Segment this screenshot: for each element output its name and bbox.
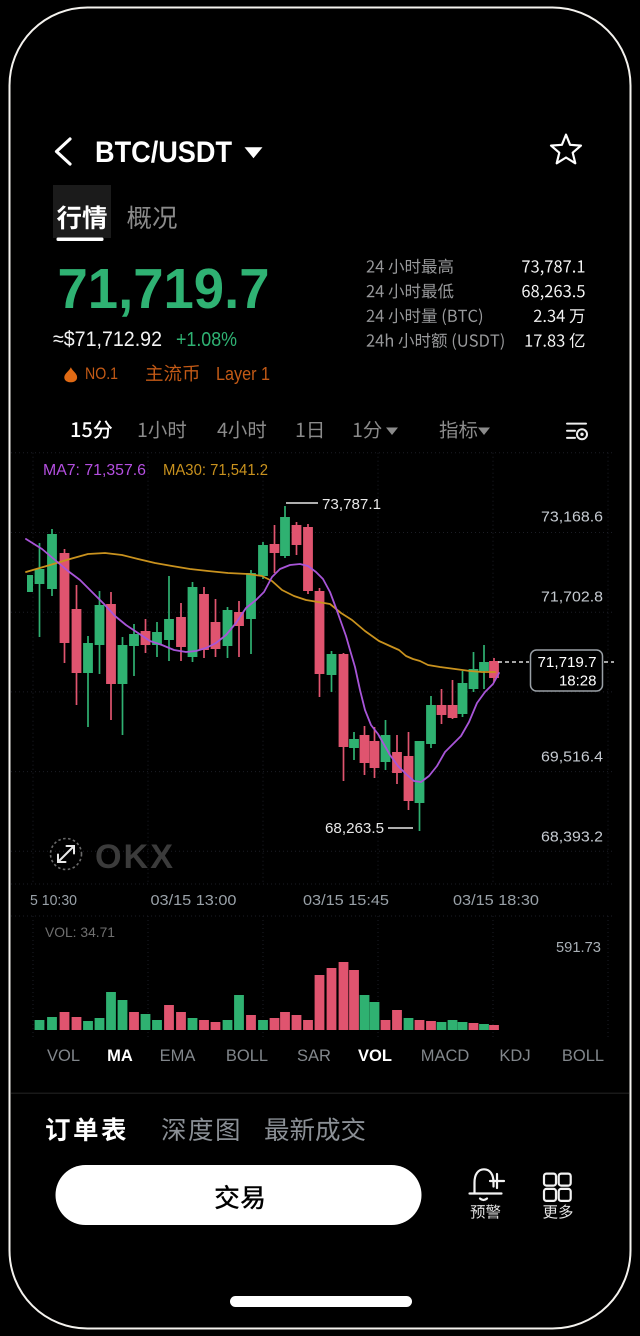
svg-text:KDJ: KDJ xyxy=(499,1047,530,1065)
svg-text:≈$71,712.92: ≈$71,712.92 xyxy=(53,327,162,351)
svg-text:OKX: OKX xyxy=(95,838,175,876)
svg-text:+1.08%: +1.08% xyxy=(176,329,237,351)
svg-text:03/15 13:00: 03/15 13:00 xyxy=(151,892,237,909)
svg-text:71,719.7: 71,719.7 xyxy=(538,654,597,671)
svg-text:Layer 1: Layer 1 xyxy=(216,364,270,384)
svg-text:BTC/USDT: BTC/USDT xyxy=(95,136,232,169)
svg-text:EMA: EMA xyxy=(160,1047,196,1065)
svg-text:MA: MA xyxy=(107,1047,133,1065)
svg-text:BOLL: BOLL xyxy=(226,1047,268,1065)
svg-text:SAR: SAR xyxy=(297,1047,331,1065)
svg-text:73,787.1: 73,787.1 xyxy=(322,496,381,513)
svg-text:18:28: 18:28 xyxy=(559,673,597,690)
svg-text:VOL: VOL xyxy=(358,1047,392,1065)
svg-text:BOLL: BOLL xyxy=(562,1047,604,1065)
svg-text:71,702.8: 71,702.8 xyxy=(541,589,603,606)
svg-text:03/15 15:45: 03/15 15:45 xyxy=(303,892,389,909)
svg-text:VOL: VOL xyxy=(47,1047,80,1065)
svg-text:VOL: 34.71: VOL: 34.71 xyxy=(45,924,115,940)
svg-text:69,516.4: 69,516.4 xyxy=(541,749,603,766)
svg-text:MA30: 71,541.2: MA30: 71,541.2 xyxy=(163,462,268,479)
svg-text:5 10:30: 5 10:30 xyxy=(30,892,77,909)
svg-text:68,263.5: 68,263.5 xyxy=(325,820,384,837)
svg-text:NO.1: NO.1 xyxy=(85,365,118,383)
svg-text:03/15 18:30: 03/15 18:30 xyxy=(453,892,539,909)
svg-text:MA7: 71,357.6: MA7: 71,357.6 xyxy=(43,462,146,479)
svg-text:73,168.6: 73,168.6 xyxy=(541,509,603,526)
svg-text:591.73: 591.73 xyxy=(556,940,601,956)
svg-text:71,719.7: 71,719.7 xyxy=(58,257,270,321)
svg-text:MACD: MACD xyxy=(421,1047,470,1065)
svg-text:68,393.2: 68,393.2 xyxy=(541,829,603,846)
